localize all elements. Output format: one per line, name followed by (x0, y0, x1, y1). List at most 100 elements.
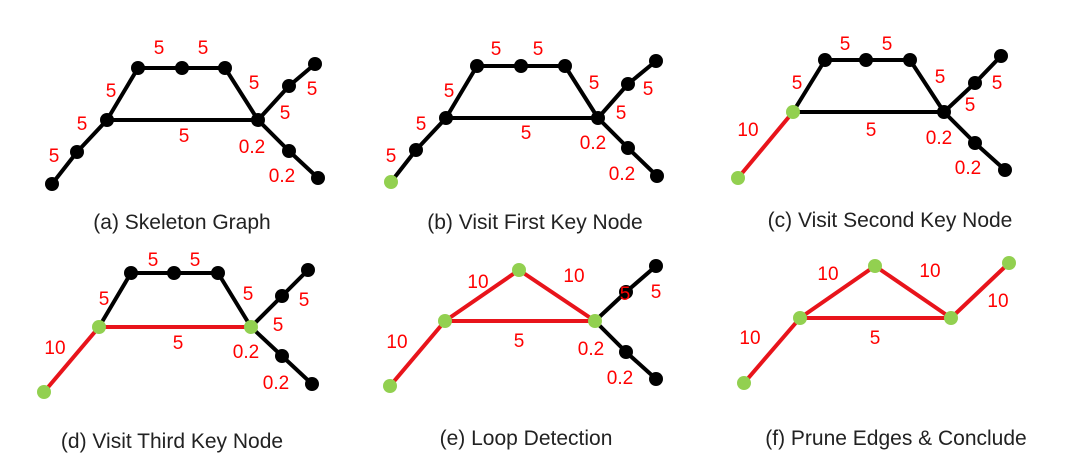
panel-a-weight-label: 0.2 (239, 137, 265, 158)
panel-c-node-d (818, 53, 832, 67)
panel-f-nodes (737, 256, 1016, 390)
panel-e-edge-t-g (517, 268, 597, 323)
panel-e-nodes (383, 259, 663, 393)
panel-a-edge-b-c (75, 118, 109, 154)
panel-b-edge-g-j (596, 116, 630, 150)
panel-e-node-j (619, 345, 633, 359)
panel-a-edge-g-h (256, 84, 291, 122)
panel-c-weight-label: 5 (792, 73, 803, 94)
panel-c-key-node-c (786, 105, 800, 119)
panel-c-weight-label: 5 (882, 34, 893, 55)
panel-b-nodes (384, 54, 664, 189)
panel-f-weight-label: 10 (817, 264, 838, 285)
panel-f-labels: 10 10 10 5 10 (739, 261, 1008, 349)
panel-d-edge-c-d (97, 271, 133, 329)
panel-d-nodes (37, 263, 319, 399)
panel-c-weight-label: 0.2 (926, 128, 952, 149)
panel-f-key-node-t (868, 259, 882, 273)
panel-b-edge-g-h (596, 82, 630, 120)
panel-d-node-d (124, 266, 138, 280)
panel-a-node-k (311, 171, 325, 185)
caption-f: (f) Prune Edges & Conclude (765, 427, 1026, 450)
panel-f-weight-label: 10 (739, 328, 760, 349)
panel-e-weight-label: 10 (467, 272, 488, 293)
panel-c-weight-label: 10 (737, 120, 758, 141)
panel-b-weight-label: 5 (386, 146, 397, 167)
caption-a: (a) Skeleton Graph (93, 211, 270, 234)
panel-e-edge-c-t (443, 268, 521, 323)
panel-e-weight-label: 10 (386, 332, 407, 353)
panel-b-edge-f-g (563, 64, 600, 120)
panel-e-weight-label: 0.2 (578, 339, 604, 360)
panel-c-node-f (903, 53, 917, 67)
panel-f: 10 10 10 5 10 (f) Prune Edges & Conclude (737, 256, 1027, 450)
panel-a-node-i (308, 57, 322, 71)
panel-d-weight-label: 5 (243, 284, 254, 305)
panel-d-weight-label: 5 (299, 290, 310, 311)
panel-b-weight-label: 5 (416, 114, 427, 135)
panel-b-node-c (439, 111, 453, 125)
panel-e-weight-label: 10 (563, 266, 584, 287)
panel-d-key-node-g (244, 320, 258, 334)
panel-a-weight-label: 0.2 (269, 166, 295, 187)
panel-f-edge-t-g (873, 264, 953, 320)
panel-c-node-e (859, 53, 873, 67)
panel-c-node-h (968, 76, 982, 90)
panel-a-node-d (131, 61, 145, 75)
panel-c-edge-f-g (908, 58, 946, 114)
panel-b-node-i (649, 54, 663, 68)
panel-f-weight-label: 5 (870, 328, 881, 349)
caption-b: (b) Visit First Key Node (427, 211, 643, 234)
panel-d-node-h (275, 289, 289, 303)
panel-b-weight-label: 5 (444, 81, 455, 102)
panel-a-weight-label: 5 (154, 38, 165, 59)
panel-b-weight-label: 5 (643, 79, 654, 100)
panel-f-weight-label: 10 (987, 291, 1008, 312)
panel-d-node-f (211, 266, 225, 280)
panel-f-key-node-i (1002, 256, 1016, 270)
panel-e-node-i (649, 259, 663, 273)
panel-b-key-node-a (384, 175, 398, 189)
panel-a-node-e (175, 61, 189, 75)
panel-f-key-node-c (793, 311, 807, 325)
panel-e-key-node-g (588, 314, 602, 328)
panel-a-weight-label: 5 (198, 38, 209, 59)
panel-a-weight-label: 5 (280, 103, 291, 124)
panel-f-weight-label: 10 (919, 261, 940, 282)
panel-f-edge-c-t (798, 264, 877, 320)
panel-c-weight-label: 5 (965, 95, 976, 116)
panel-a-edge-g-j (256, 118, 291, 153)
panel-d-edge-a-c (42, 325, 101, 394)
panel-a-edge-c-d (105, 66, 140, 122)
panel-a-node-c (100, 113, 114, 127)
panel-b-node-j (621, 141, 635, 155)
panel-d-weight-label: 5 (173, 333, 184, 354)
panel-f-edge-g-i (949, 261, 1011, 320)
panel-b-weight-label: 0.2 (609, 164, 635, 185)
caption-c: (c) Visit Second Key Node (768, 209, 1013, 232)
panel-d-node-i (301, 263, 315, 277)
panel-e-edge-g-h (593, 290, 628, 323)
panel-e-weight-label: 5 (620, 284, 631, 305)
caption-e: (e) Loop Detection (440, 427, 613, 450)
panel-b-edge-b-c (414, 116, 448, 152)
panel-c-weight-label: 5 (935, 67, 946, 88)
panel-d-node-e (167, 266, 181, 280)
panel-c-node-i (994, 49, 1008, 63)
panel-d-weight-label: 0.2 (263, 373, 289, 394)
panel-b-node-d (470, 59, 484, 73)
panel-c-node-j (968, 136, 982, 150)
panel-b-node-k (650, 169, 664, 183)
panel-b-weight-label: 5 (521, 123, 532, 144)
panel-f-key-node-a (737, 376, 751, 390)
panel-b-weight-label: 5 (616, 103, 627, 124)
panel-e-weight-label: 5 (651, 282, 662, 303)
panel-a-node-g (251, 113, 265, 127)
panel-c-edge-a-c (736, 110, 795, 180)
panel-c-node-k (998, 163, 1012, 177)
